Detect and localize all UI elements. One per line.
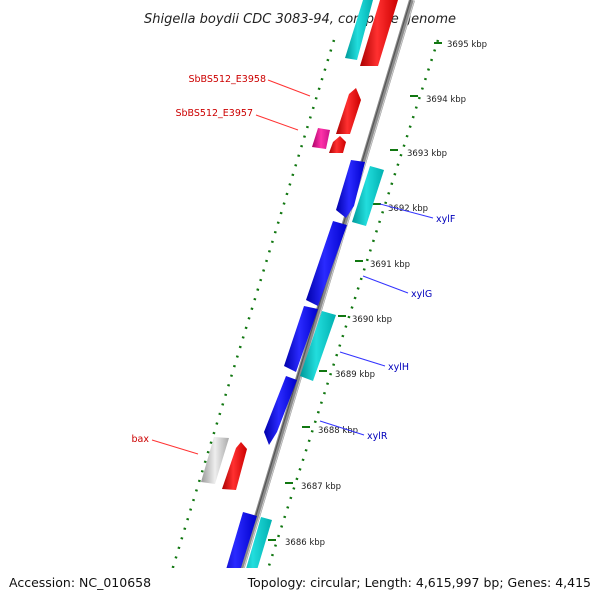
footer-background — [0, 568, 600, 600]
forward-cds — [222, 442, 247, 490]
gene-label-xylf[interactable]: xylF — [436, 214, 455, 225]
reverse-rna — [300, 311, 336, 381]
gene-label-sbbs512-e3957[interactable]: SbBS512_E3957 — [175, 108, 253, 119]
reverse-cds — [306, 221, 347, 306]
other-feature — [312, 128, 330, 149]
gene-label-sbbs512-e3958[interactable]: SbBS512_E3958 — [188, 74, 266, 85]
forward-strand-features — [201, 0, 398, 490]
tick-label: 3695 kbp — [447, 40, 487, 50]
gene-label-xylg[interactable]: xylG — [411, 289, 432, 300]
tick-label: 3694 kbp — [426, 95, 466, 105]
gene-label-xylh[interactable]: xylH — [388, 362, 409, 373]
outer-tick-ring — [256, 39, 440, 600]
tick-label: 3691 kbp — [370, 260, 410, 270]
major-ticks — [268, 42, 442, 541]
reverse-cds — [264, 376, 297, 445]
pseudo-feature — [201, 437, 229, 484]
forward-cds — [336, 88, 361, 134]
reverse-rna — [352, 166, 384, 226]
right-gene-labels: xylF xylG xylH xylR — [319, 203, 455, 442]
tick-label: 3693 kbp — [407, 149, 447, 159]
left-gene-labels: SbBS512_E3958 SbBS512_E3957 bax — [132, 74, 311, 455]
scale-labels: 3695 kbp 3694 kbp 3693 kbp 3692 kbp 3691… — [285, 40, 487, 548]
forward-rna — [345, 0, 373, 60]
tick-label: 3690 kbp — [352, 315, 392, 325]
genome-summary-text: Topology: circular; Length: 4,615,997 bp… — [247, 575, 591, 590]
forward-cds — [360, 0, 398, 66]
reverse-cds — [284, 306, 318, 372]
tick-label: 3686 kbp — [285, 538, 325, 548]
accession-text: Accession: NC_010658 — [9, 575, 151, 590]
gene-label-bax[interactable]: bax — [132, 434, 150, 445]
tick-label: 3692 kbp — [388, 204, 428, 214]
gene-label-xylr[interactable]: xylR — [367, 431, 388, 442]
tick-label: 3687 kbp — [301, 482, 341, 492]
forward-cds — [329, 136, 346, 153]
tick-label: 3688 kbp — [318, 426, 358, 436]
reverse-cds — [336, 160, 365, 218]
tick-label: 3689 kbp — [335, 370, 375, 380]
genome-backbone — [229, 0, 415, 600]
